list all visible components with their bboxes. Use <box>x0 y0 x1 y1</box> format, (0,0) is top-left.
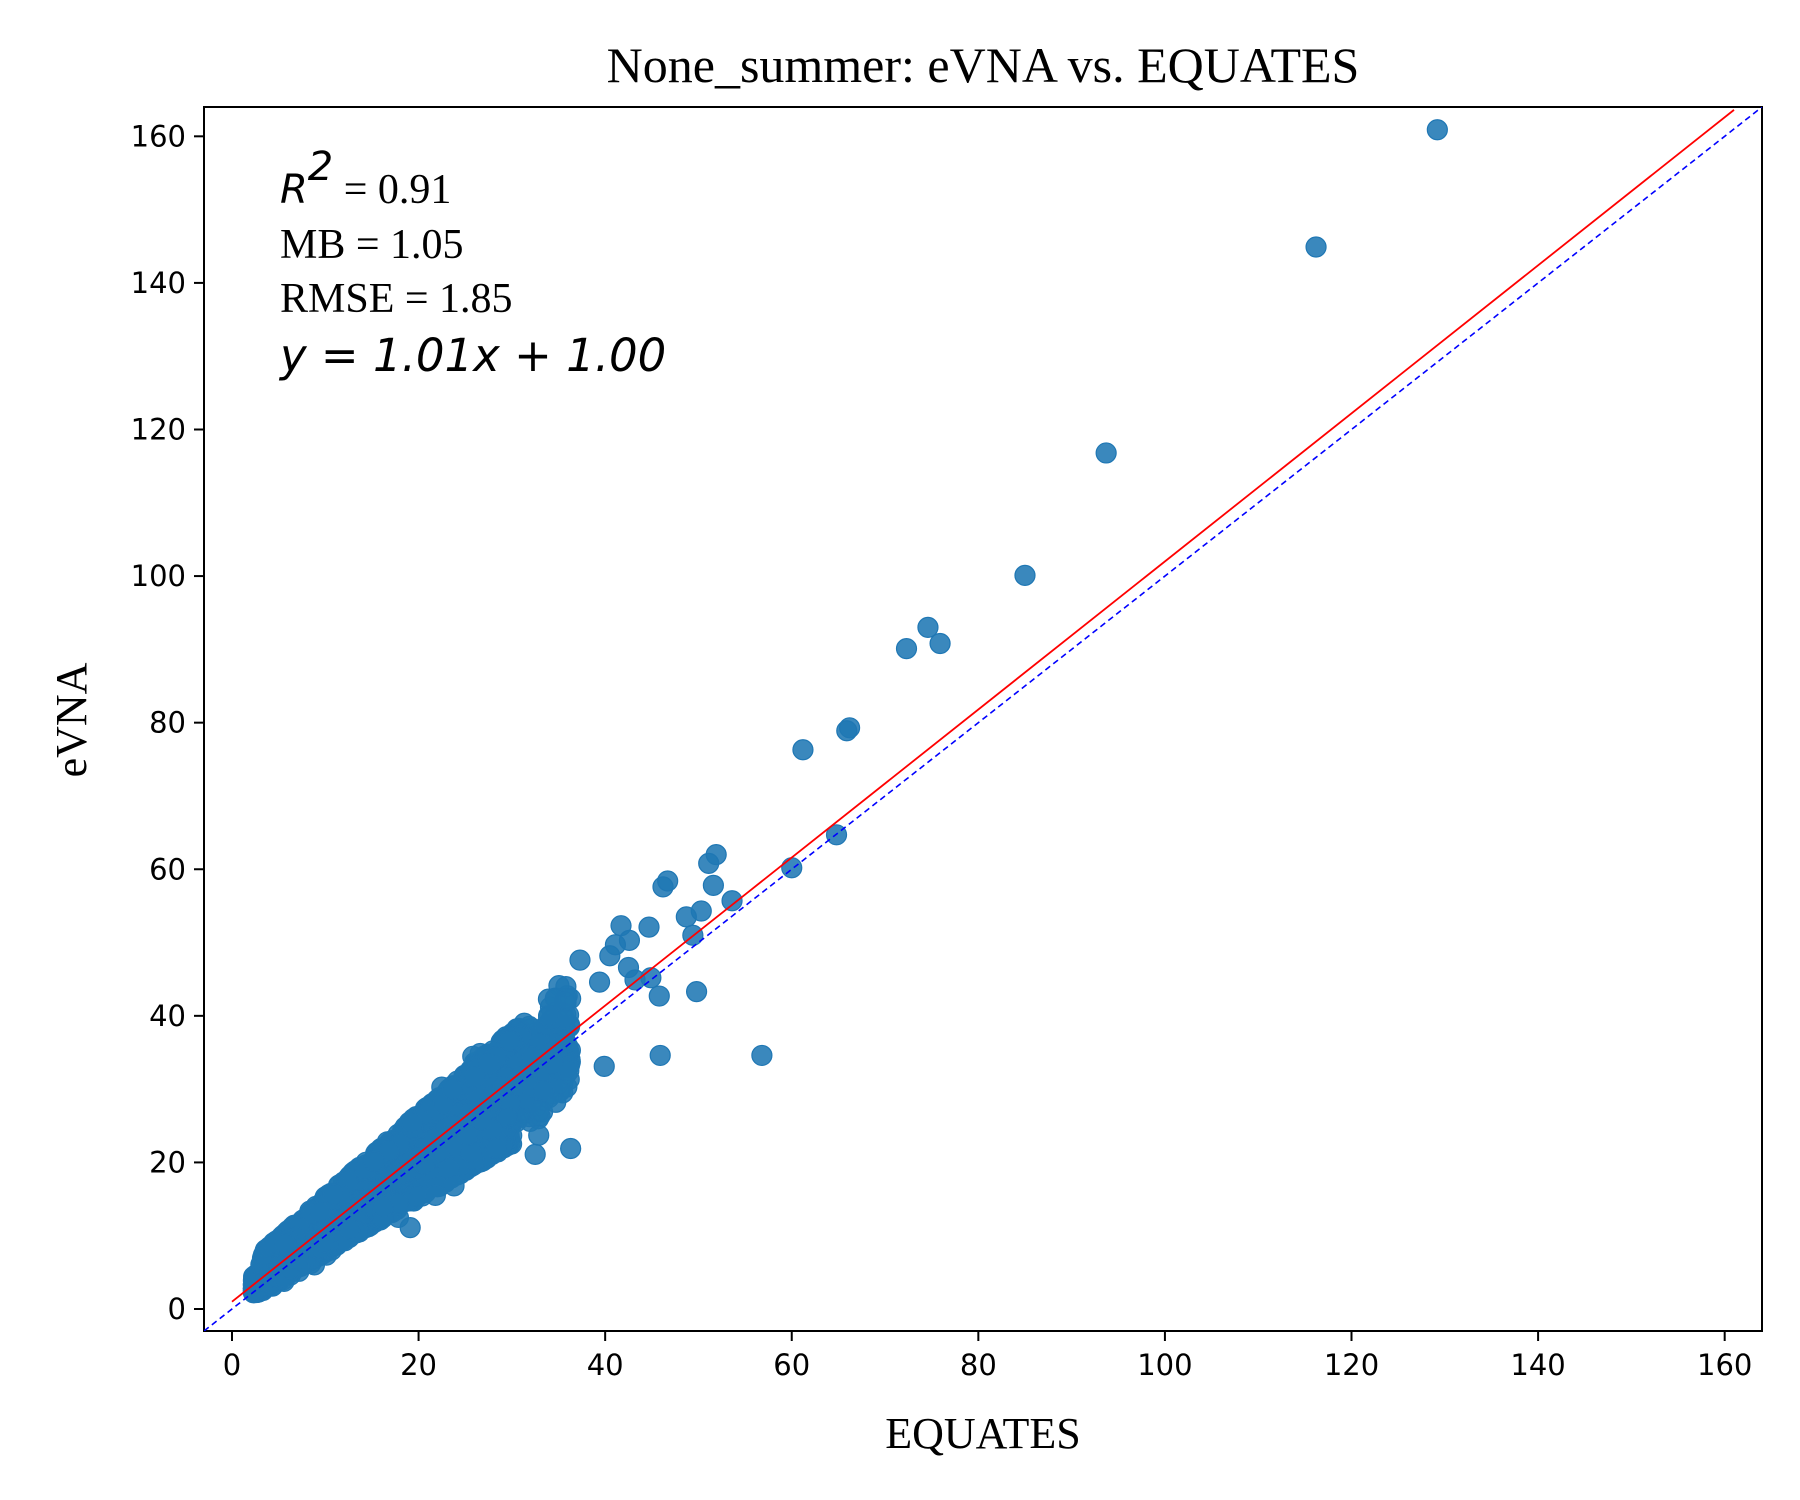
data-point <box>917 616 939 638</box>
data-point <box>456 1124 478 1146</box>
x-tick-label: 120 <box>1324 1348 1379 1382</box>
x-tick-label: 0 <box>223 1348 241 1382</box>
y-axis: 0 20 40 60 80 100 120 140 160 <box>131 119 204 1326</box>
r-squared-symbol: R <box>280 167 308 213</box>
y-tick-label: 60 <box>149 852 186 886</box>
r-squared-value: = 0.91 <box>333 167 451 213</box>
data-point <box>702 874 724 896</box>
data-point <box>593 1055 615 1078</box>
x-axis: 0 20 40 60 80 100 120 140 160 <box>223 1331 1752 1382</box>
data-point <box>372 1196 394 1218</box>
stats-annotation: R2 = 0.91 MB = 1.05 RMSE = 1.85 y = 1.01… <box>278 144 666 382</box>
data-point <box>378 1140 400 1162</box>
reference-lines <box>204 107 1762 1331</box>
data-point <box>528 1124 550 1146</box>
data-point <box>675 906 697 928</box>
data-point <box>537 1005 560 1027</box>
plot-area-frame <box>203 106 1763 1332</box>
data-point <box>524 1143 546 1165</box>
x-tick-label: 140 <box>1510 1348 1565 1382</box>
data-point <box>287 1249 309 1271</box>
data-point <box>560 1137 582 1160</box>
x-tick-label: 40 <box>587 1348 624 1382</box>
data-point <box>1426 119 1448 141</box>
data-point <box>528 1100 550 1122</box>
x-tick-label: 60 <box>773 1348 810 1382</box>
data-point <box>443 1175 465 1197</box>
x-tick-label: 100 <box>1137 1348 1192 1382</box>
regression-equation: y = 1.01x + 1.00 <box>278 329 666 382</box>
y-tick-label: 80 <box>149 706 186 740</box>
data-point <box>399 1217 421 1239</box>
data-point <box>929 632 951 655</box>
data-point <box>1305 236 1327 258</box>
regression-line <box>231 109 1735 1303</box>
data-point <box>792 739 814 761</box>
data-point <box>836 720 858 742</box>
data-point <box>648 985 670 1007</box>
data-point <box>322 1183 344 1206</box>
data-point <box>640 967 662 989</box>
identity-line <box>204 107 1762 1331</box>
data-point <box>532 1079 555 1102</box>
data-point <box>649 1044 671 1067</box>
data-point <box>721 890 743 912</box>
data-point <box>339 1218 361 1240</box>
data-point <box>478 1053 500 1075</box>
chart-title: None_summer: eVNA vs. EQUATES <box>607 37 1360 93</box>
data-point <box>657 870 679 892</box>
data-point <box>313 1231 335 1254</box>
data-point <box>751 1044 773 1067</box>
r-squared-annotation: R2 = 0.91 <box>280 144 451 213</box>
rmse-annotation: RMSE = 1.85 <box>280 276 513 322</box>
y-tick-label: 120 <box>131 412 186 446</box>
y-tick-label: 20 <box>149 1145 186 1179</box>
data-point <box>781 857 803 879</box>
x-tick-label: 160 <box>1697 1348 1752 1382</box>
y-tick-label: 140 <box>131 266 186 300</box>
data-point <box>1014 564 1036 586</box>
data-point <box>274 1233 296 1255</box>
data-point <box>413 1153 435 1175</box>
data-point <box>401 1112 423 1134</box>
data-point <box>499 1030 521 1052</box>
mb-annotation: MB = 1.05 <box>280 222 464 268</box>
data-point <box>1095 442 1117 464</box>
data-point <box>685 981 708 1003</box>
data-point <box>588 971 611 993</box>
y-tick-label: 100 <box>131 559 186 593</box>
data-point <box>604 934 627 956</box>
data-point <box>698 852 720 874</box>
x-tick-label: 20 <box>400 1348 437 1382</box>
x-axis-label: EQUATES <box>885 1409 1081 1458</box>
data-point <box>309 1201 331 1223</box>
r-squared-exponent: 2 <box>308 144 333 190</box>
data-point <box>569 949 591 971</box>
y-tick-label: 160 <box>131 119 186 153</box>
y-tick-label: 40 <box>149 999 186 1033</box>
data-point <box>485 1137 507 1159</box>
data-point <box>441 1078 463 1100</box>
data-point <box>464 1066 486 1088</box>
data-point <box>895 638 918 660</box>
data-point <box>638 916 660 938</box>
y-tick-label: 0 <box>168 1292 186 1326</box>
y-axis-label: eVNA <box>47 662 96 777</box>
x-tick-label: 80 <box>960 1348 997 1382</box>
data-point <box>424 1184 446 1207</box>
data-point <box>363 1150 385 1172</box>
